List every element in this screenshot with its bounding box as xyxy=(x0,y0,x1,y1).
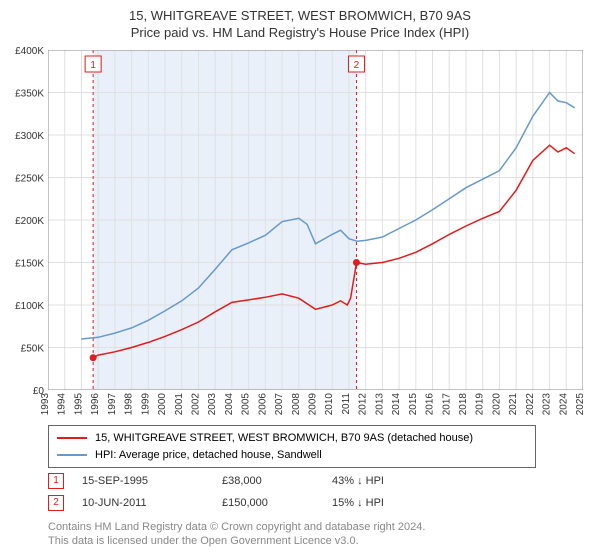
marker-date-1: 15-SEP-1995 xyxy=(82,475,222,487)
svg-text:2: 2 xyxy=(354,60,360,71)
svg-text:£200K: £200K xyxy=(15,216,44,227)
marker-price-1: £38,000 xyxy=(222,475,332,487)
svg-text:2006: 2006 xyxy=(257,393,268,416)
svg-text:2005: 2005 xyxy=(241,393,252,416)
svg-text:2016: 2016 xyxy=(425,393,436,416)
marker-price-2: £150,000 xyxy=(222,497,332,509)
svg-text:2022: 2022 xyxy=(525,393,536,416)
svg-text:2000: 2000 xyxy=(157,393,168,416)
svg-text:2014: 2014 xyxy=(391,393,402,416)
legend-swatch-price xyxy=(57,437,87,439)
svg-text:£150K: £150K xyxy=(15,259,44,270)
footer-line2: This data is licensed under the Open Gov… xyxy=(48,534,425,548)
legend-row-hpi: HPI: Average price, detached house, Sand… xyxy=(57,447,527,464)
svg-text:2019: 2019 xyxy=(475,393,486,416)
svg-text:£300K: £300K xyxy=(15,131,44,142)
legend-box: 15, WHITGREAVE STREET, WEST BROMWICH, B7… xyxy=(48,425,536,468)
svg-text:2025: 2025 xyxy=(575,393,586,416)
svg-text:2024: 2024 xyxy=(558,393,569,416)
svg-text:2015: 2015 xyxy=(408,393,419,416)
svg-text:2013: 2013 xyxy=(374,393,385,416)
svg-text:2010: 2010 xyxy=(324,393,335,416)
legend-swatch-hpi xyxy=(57,454,87,456)
legend-label-hpi: HPI: Average price, detached house, Sand… xyxy=(95,447,322,464)
svg-text:2008: 2008 xyxy=(291,393,302,416)
y-axis-labels: £0 £50K £100K £150K £200K £250K £300K £350K £400… xyxy=(0,45,48,395)
svg-text:1993: 1993 xyxy=(40,393,51,416)
svg-text:2021: 2021 xyxy=(508,393,519,416)
svg-text:2017: 2017 xyxy=(441,393,452,416)
svg-text:2020: 2020 xyxy=(491,393,502,416)
svg-text:2002: 2002 xyxy=(190,393,201,416)
marker-row-2: 2 10-JUN-2011 £150,000 15% ↓ HPI xyxy=(48,492,422,514)
chart-container: 15, WHITGREAVE STREET, WEST BROMWICH, B7… xyxy=(0,0,600,560)
plot-area: 12 xyxy=(48,50,583,390)
svg-text:1996: 1996 xyxy=(90,393,101,416)
svg-text:£100K: £100K xyxy=(15,301,44,312)
marker-legend: 1 15-SEP-1995 £38,000 43% ↓ HPI 2 10-JUN… xyxy=(48,470,422,514)
svg-text:2001: 2001 xyxy=(174,393,185,416)
svg-text:1994: 1994 xyxy=(57,393,68,416)
svg-text:2018: 2018 xyxy=(458,393,469,416)
svg-text:2003: 2003 xyxy=(207,393,218,416)
svg-text:2012: 2012 xyxy=(358,393,369,416)
marker-row-1: 1 15-SEP-1995 £38,000 43% ↓ HPI xyxy=(48,470,422,492)
svg-text:1997: 1997 xyxy=(107,393,118,416)
chart-title-sub: Price paid vs. HM Land Registry's House … xyxy=(0,23,600,40)
legend-label-price: 15, WHITGREAVE STREET, WEST BROMWICH, B7… xyxy=(95,430,473,447)
footer-line1: Contains HM Land Registry data © Crown c… xyxy=(48,520,425,534)
svg-text:£0: £0 xyxy=(33,386,45,395)
svg-text:1999: 1999 xyxy=(140,393,151,416)
svg-text:1: 1 xyxy=(90,60,96,71)
svg-text:2023: 2023 xyxy=(542,393,553,416)
svg-text:2007: 2007 xyxy=(274,393,285,416)
svg-text:1998: 1998 xyxy=(124,393,135,416)
svg-text:1995: 1995 xyxy=(73,393,84,416)
svg-text:2009: 2009 xyxy=(308,393,319,416)
footer-text: Contains HM Land Registry data © Crown c… xyxy=(48,520,425,549)
svg-text:£400K: £400K xyxy=(15,46,44,57)
svg-text:2004: 2004 xyxy=(224,393,235,416)
marker-pct-1: 43% ↓ HPI xyxy=(332,475,422,487)
svg-text:£350K: £350K xyxy=(15,89,44,100)
marker-box-1: 1 xyxy=(48,473,64,489)
svg-text:£50K: £50K xyxy=(21,344,45,355)
chart-title-main: 15, WHITGREAVE STREET, WEST BROMWICH, B7… xyxy=(0,0,600,23)
marker-date-2: 10-JUN-2011 xyxy=(82,497,222,509)
legend-row-price: 15, WHITGREAVE STREET, WEST BROMWICH, B7… xyxy=(57,430,527,447)
svg-text:2011: 2011 xyxy=(341,393,352,415)
marker-pct-2: 15% ↓ HPI xyxy=(332,497,422,509)
marker-box-2: 2 xyxy=(48,495,64,511)
svg-text:£250K: £250K xyxy=(15,174,44,185)
chart-svg: 12 xyxy=(48,50,583,390)
